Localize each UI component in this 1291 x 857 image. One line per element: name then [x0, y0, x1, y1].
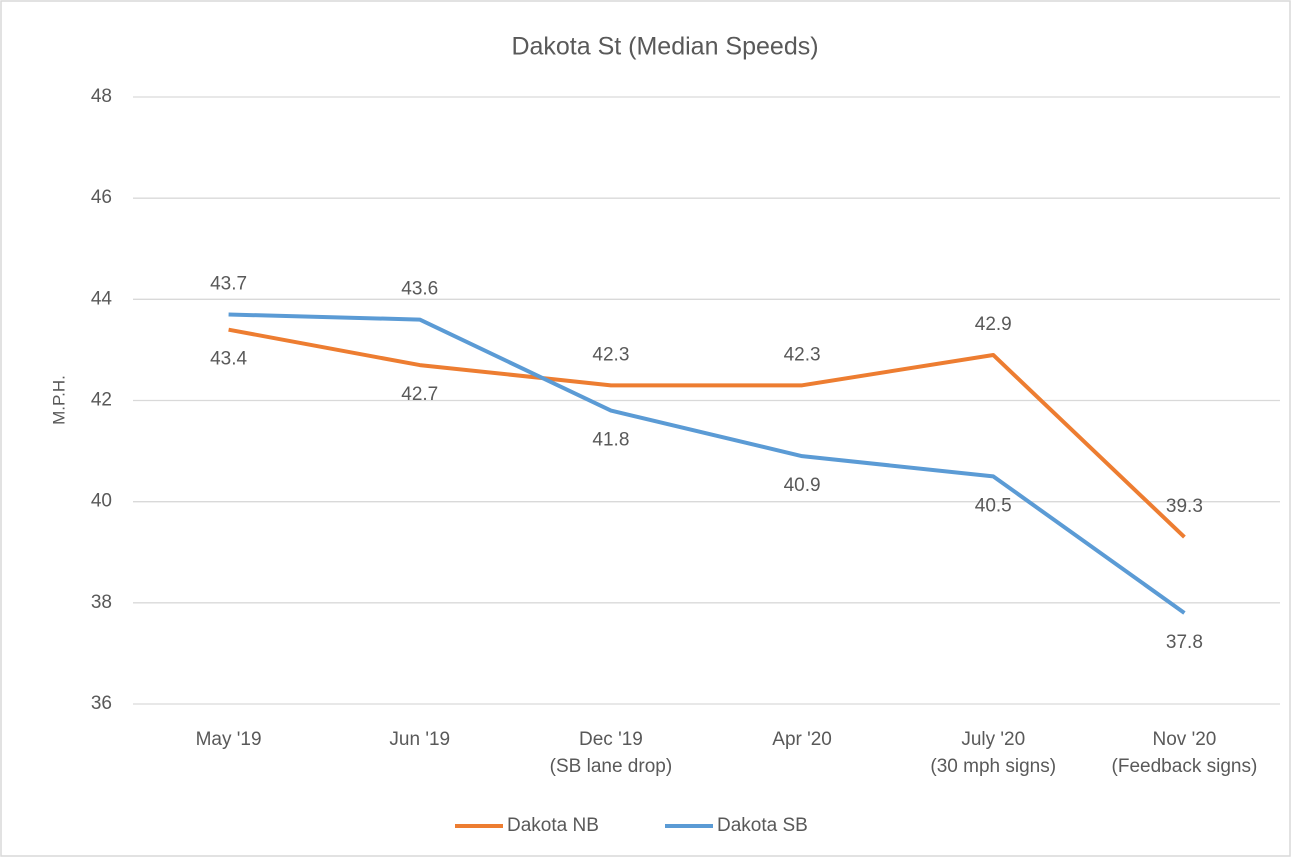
- data-label: 37.8: [1166, 632, 1203, 653]
- x-tick-label: Apr '20: [772, 729, 832, 750]
- data-label: 40.9: [784, 475, 821, 496]
- chart-title: Dakota St (Median Speeds): [511, 33, 818, 61]
- y-tick-label: 36: [91, 693, 112, 714]
- y-axis-label: M.P.H.: [49, 375, 68, 425]
- data-label: 42.7: [401, 384, 438, 405]
- y-tick-label: 48: [91, 86, 112, 107]
- legend-label: Dakota NB: [507, 815, 599, 836]
- x-tick-label: Jun '19: [389, 729, 450, 750]
- x-tick-label: July '20 (30 mph signs): [930, 729, 1056, 777]
- data-label: 42.9: [975, 314, 1012, 335]
- x-tick-label: May '19: [196, 729, 262, 750]
- series-line: [228, 327, 1186, 539]
- data-label: 41.8: [592, 430, 629, 451]
- y-tick-label: 42: [91, 390, 112, 411]
- data-label: 43.4: [210, 349, 247, 370]
- y-tick-label: 46: [91, 187, 112, 208]
- data-label: 43.6: [401, 279, 438, 300]
- series-line: [228, 312, 1186, 615]
- x-tick-label: Nov '20 (Feedback signs): [1112, 729, 1258, 777]
- x-tick-label: Dec '19 (SB lane drop): [550, 729, 673, 777]
- data-label: 42.3: [784, 344, 821, 365]
- y-tick-label: 44: [91, 288, 113, 309]
- y-tick-label: 38: [91, 592, 112, 613]
- legend-label: Dakota SB: [717, 815, 808, 836]
- y-tick-label: 40: [91, 491, 112, 512]
- data-label: 40.5: [975, 495, 1012, 516]
- data-label: 39.3: [1166, 496, 1203, 517]
- data-label: 42.3: [592, 344, 629, 365]
- data-label: 43.7: [210, 274, 247, 295]
